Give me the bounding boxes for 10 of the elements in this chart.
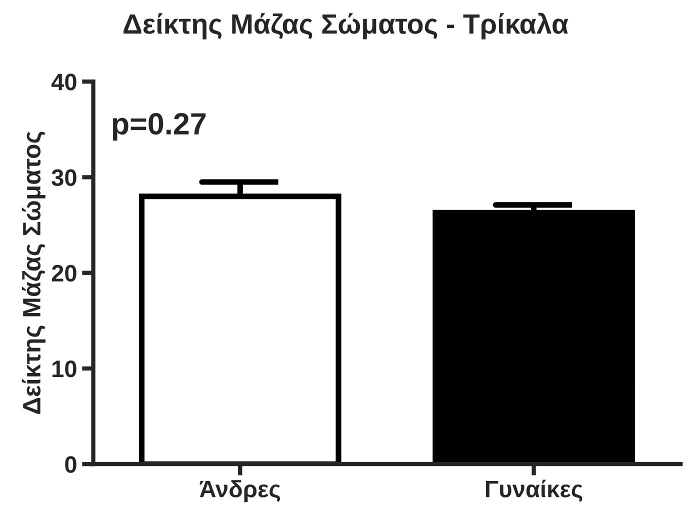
y-tick-label: 10	[52, 360, 76, 378]
annotation: p=0.27	[112, 113, 206, 141]
y-tick-label: 0	[65, 456, 76, 473]
y-tick-label: 20	[52, 264, 76, 282]
x-tick-label: Γυναίκες	[486, 480, 582, 502]
x-tick-label: Άνδρες	[200, 480, 280, 502]
chart-title: Δείκτης Μάζας Σώματος - Τρίκαλα	[124, 12, 568, 40]
y-tick-label: 30	[52, 169, 76, 186]
y-tick-label: 40	[51, 74, 76, 90]
y-axis-title: Δείκτης Μάζας Σώματος	[22, 132, 46, 414]
